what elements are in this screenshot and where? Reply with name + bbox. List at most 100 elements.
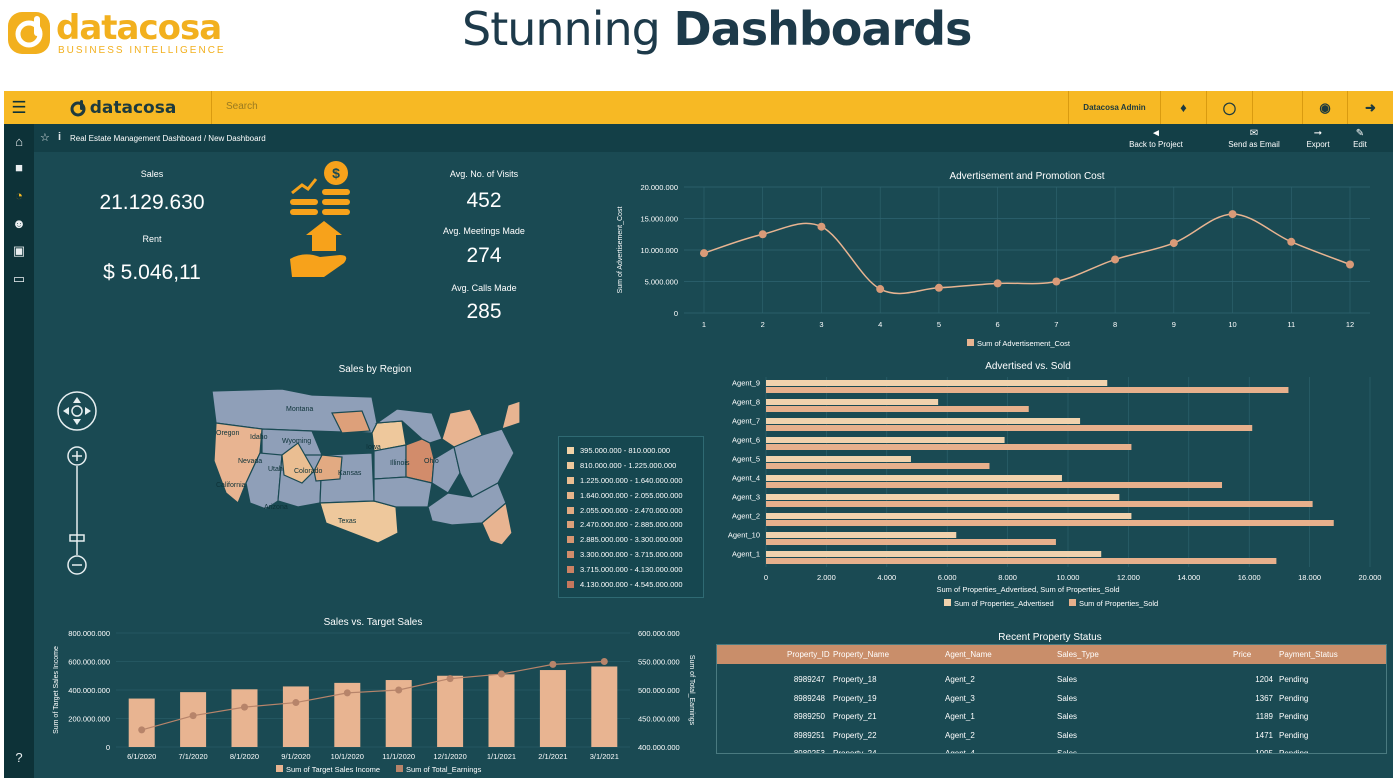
combo-chart-point[interactable] — [600, 658, 608, 665]
line-chart-point[interactable] — [817, 222, 826, 231]
line-chart-point[interactable] — [1052, 277, 1061, 286]
map-legend-item[interactable]: 1.640.000.000 - 2.055.000.000 — [567, 488, 703, 503]
folder-icon[interactable]: ■ — [15, 159, 23, 175]
combo-chart-point[interactable] — [292, 699, 300, 707]
line-chart-point[interactable] — [993, 279, 1002, 288]
hbar-chart-bar[interactable] — [766, 520, 1334, 526]
line-chart-point[interactable] — [1228, 210, 1237, 219]
table-column-header[interactable]: Price — [1233, 650, 1252, 659]
combo-chart-point[interactable] — [189, 712, 197, 720]
users-icon[interactable]: ☻ — [12, 215, 26, 231]
hbar-chart-bar[interactable] — [766, 501, 1313, 507]
map-legend-item[interactable]: 4.130.000.000 - 4.545.000.000 — [567, 577, 703, 592]
table-cell: Property_18 — [833, 675, 877, 684]
table-row[interactable]: 8989251 Property_22 Agent_2 Sales 1471 Pendin… — [717, 729, 1386, 747]
table-cell: Agent_2 — [945, 675, 975, 684]
combo-chart-point[interactable] — [498, 670, 505, 678]
hbar-chart-bar[interactable] — [766, 463, 990, 469]
hbar-chart-bar[interactable] — [766, 558, 1277, 564]
line-chart-point[interactable] — [1111, 255, 1120, 264]
help-icon[interactable]: ? — [15, 749, 23, 765]
hbar-chart-bar[interactable] — [766, 539, 1056, 545]
map-legend-item[interactable]: 395.000.000 - 810.000.000 — [567, 443, 703, 458]
palette-icon[interactable]: ◉ — [1302, 91, 1347, 124]
image-icon[interactable]: ▣ — [12, 243, 26, 258]
combo-chart-bar[interactable] — [437, 675, 464, 747]
logout-icon[interactable]: ➜ — [1347, 91, 1393, 124]
map-legend-item[interactable]: 2.055.000.000 - 2.470.000.000 — [567, 503, 703, 518]
back-to-project-button[interactable]: ◄ Back to Project — [1126, 128, 1186, 149]
map-pan-icon[interactable] — [57, 391, 97, 431]
chat-icon[interactable]: ◯ — [1206, 91, 1252, 124]
combo-chart-bar[interactable] — [539, 670, 566, 747]
line-chart-point[interactable] — [1287, 237, 1296, 246]
line-chart-point[interactable] — [700, 249, 708, 258]
table-column-header[interactable]: Agent_Name — [945, 650, 992, 659]
zoom-out-icon[interactable] — [67, 555, 87, 575]
send-as-email-button[interactable]: ✉ Send as Email — [1224, 128, 1284, 149]
combo-chart-bar[interactable] — [128, 698, 155, 747]
combo-chart-bar[interactable] — [282, 686, 309, 747]
hbar-chart-bar[interactable] — [766, 444, 1132, 450]
hbar-chart-bar[interactable] — [766, 532, 957, 538]
combo-chart-point[interactable] — [549, 660, 557, 668]
hbar-chart-bar[interactable] — [766, 406, 1029, 412]
hbar-chart-bar[interactable] — [766, 399, 939, 405]
hbar-chart-bar[interactable] — [766, 437, 1005, 443]
bell-icon[interactable]: ♦ — [1160, 91, 1206, 124]
map-legend-item[interactable]: 810.000.000 - 1.225.000.000 — [567, 458, 703, 473]
line-chart-point[interactable] — [934, 283, 943, 292]
map-legend-item[interactable]: 3.715.000.000 - 4.130.000.000 — [567, 562, 703, 577]
us-choropleth-map[interactable]: Montana Oregon Idaho Wyoming Nevada Utah… — [202, 383, 522, 553]
combo-chart-bar[interactable] — [180, 692, 207, 747]
line-chart-point[interactable] — [1169, 239, 1178, 248]
combo-chart-point[interactable] — [395, 686, 403, 694]
combo-chart-point[interactable] — [343, 689, 351, 697]
map-legend-item[interactable]: 1.225.000.000 - 1.640.000.000 — [567, 473, 703, 488]
map-legend-item[interactable]: 2.885.000.000 - 3.300.000.000 — [567, 532, 703, 547]
hbar-chart-bar[interactable] — [766, 475, 1062, 481]
search-input[interactable]: Search — [226, 101, 258, 112]
hbar-chart-bar[interactable] — [766, 456, 911, 462]
user-menu[interactable]: Datacosa Admin — [1068, 91, 1160, 124]
table-column-header[interactable]: Payment_Status — [1279, 650, 1338, 659]
table-row[interactable]: 8989248 Property_19 Agent_3 Sales 1367 Pendin… — [717, 692, 1386, 710]
combo-chart-bar[interactable] — [231, 689, 258, 747]
monitor-icon[interactable]: ▭ — [12, 271, 26, 286]
hamburger-menu-icon[interactable]: ☰ — [4, 91, 34, 124]
hbar-chart-bar[interactable] — [766, 425, 1253, 431]
hbar-chart-bar[interactable] — [766, 551, 1102, 557]
export-button[interactable]: ➞ Export — [1298, 128, 1338, 149]
combo-chart-bar[interactable] — [591, 666, 618, 747]
combo-chart-point[interactable] — [138, 726, 146, 734]
info-icon[interactable]: i — [58, 131, 62, 143]
home-icon[interactable]: ⌂ — [15, 133, 23, 149]
hbar-chart-bar[interactable] — [766, 482, 1223, 488]
hbar-chart-bar[interactable] — [766, 513, 1132, 519]
hbar-chart-bar[interactable] — [766, 418, 1081, 424]
line-chart-point[interactable] — [876, 285, 885, 294]
combo-chart-point[interactable] — [241, 703, 248, 711]
combo-chart-y2tick: 400.000.000 — [638, 743, 680, 752]
table-column-header[interactable]: Property_ID — [787, 650, 830, 659]
edit-button[interactable]: ✎ Edit — [1340, 128, 1380, 149]
table-column-header[interactable]: Property_Name — [833, 650, 890, 659]
app-logo[interactable]: datacosa — [34, 91, 212, 124]
zoom-slider-handle[interactable] — [69, 534, 85, 542]
star-icon[interactable]: ☆ — [40, 132, 50, 144]
hbar-chart-bar[interactable] — [766, 494, 1120, 500]
pie-chart-icon[interactable]: ◔ — [15, 187, 23, 203]
line-chart-point[interactable] — [1346, 260, 1354, 269]
table-row[interactable]: 8989253 Property_24 Agent_4 Sales 1095 Pendin… — [717, 747, 1386, 753]
hbar-chart-bar[interactable] — [766, 387, 1289, 393]
map-legend-item[interactable]: 3.300.000.000 - 3.715.000.000 — [567, 547, 703, 562]
table-row[interactable]: 8989247 Property_18 Agent_2 Sales 1204 Pendin… — [717, 673, 1386, 691]
table-column-header[interactable]: Sales_Type — [1057, 650, 1099, 659]
line-chart-point[interactable] — [758, 230, 767, 239]
hbar-chart-bar[interactable] — [766, 380, 1108, 386]
table-row[interactable]: 8989250 Property_21 Agent_1 Sales 1189 Pendin… — [717, 710, 1386, 728]
map-legend-item[interactable]: 2.470.000.000 - 2.885.000.000 — [567, 517, 703, 532]
zoom-in-icon[interactable] — [67, 446, 87, 466]
combo-chart-point[interactable] — [446, 675, 454, 683]
combo-chart-bar[interactable] — [488, 674, 515, 747]
